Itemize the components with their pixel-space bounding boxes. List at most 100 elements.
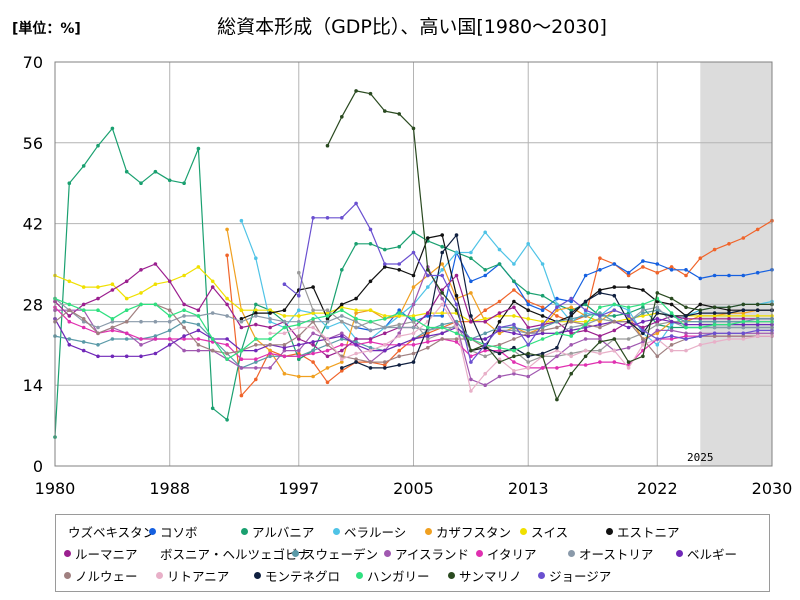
data-point-6 bbox=[411, 273, 416, 278]
legend-label: アイスランド bbox=[395, 546, 470, 562]
data-point-5 bbox=[354, 308, 358, 313]
data-point-14 bbox=[641, 337, 645, 341]
data-point-7 bbox=[741, 317, 746, 321]
data-point-8 bbox=[297, 270, 301, 275]
data-point-13 bbox=[96, 354, 100, 359]
series-line-6 bbox=[241, 234, 772, 352]
data-point-12 bbox=[641, 308, 645, 313]
data-point-17 bbox=[110, 317, 115, 321]
y-tick-label: 14 bbox=[23, 376, 43, 395]
data-point-17 bbox=[210, 337, 215, 341]
data-point-14 bbox=[540, 328, 545, 333]
data-point-2 bbox=[512, 279, 516, 284]
data-point-7 bbox=[268, 325, 272, 330]
data-point-19 bbox=[684, 337, 688, 341]
data-point-9 bbox=[268, 354, 272, 359]
data-point-10 bbox=[583, 337, 588, 341]
data-point-5 bbox=[182, 273, 186, 278]
legend-item: ジョージア bbox=[538, 564, 648, 586]
data-point-19 bbox=[526, 343, 530, 347]
data-point-17 bbox=[612, 302, 617, 307]
legend-label: ルーマニア bbox=[75, 546, 138, 562]
data-point-12 bbox=[254, 314, 258, 318]
data-point-17 bbox=[440, 325, 445, 330]
data-point-15 bbox=[368, 348, 373, 353]
data-point-12 bbox=[655, 305, 660, 310]
data-point-12 bbox=[755, 325, 760, 330]
data-point-2 bbox=[411, 230, 416, 235]
data-point-14 bbox=[526, 331, 530, 336]
data-point-6 bbox=[354, 296, 358, 301]
data-point-18 bbox=[641, 354, 645, 359]
x-tick-label: 2005 bbox=[393, 479, 434, 498]
data-point-11 bbox=[282, 354, 287, 359]
data-point-8 bbox=[483, 354, 488, 359]
data-point-14 bbox=[167, 308, 172, 313]
data-point-3 bbox=[426, 285, 430, 289]
data-point-2 bbox=[469, 256, 473, 261]
data-point-5 bbox=[698, 314, 703, 318]
data-point-6 bbox=[254, 311, 258, 315]
data-point-19 bbox=[383, 262, 387, 266]
data-point-10 bbox=[669, 328, 674, 333]
data-point-7 bbox=[368, 337, 373, 341]
x-tick-label: 1988 bbox=[149, 479, 190, 498]
data-point-0 bbox=[598, 256, 602, 261]
data-point-7 bbox=[67, 314, 72, 318]
data-point-7 bbox=[483, 319, 488, 324]
data-point-19 bbox=[297, 293, 301, 298]
data-point-18 bbox=[526, 351, 530, 356]
data-point-17 bbox=[411, 317, 416, 321]
data-point-18 bbox=[655, 291, 660, 295]
legend-marker-icon bbox=[356, 571, 363, 579]
data-point-7 bbox=[96, 296, 100, 301]
data-point-17 bbox=[698, 325, 703, 330]
data-point-6 bbox=[340, 302, 344, 307]
data-point-6 bbox=[727, 308, 731, 313]
legend-marker-icon bbox=[64, 571, 71, 579]
data-point-16 bbox=[727, 311, 731, 315]
data-point-9 bbox=[483, 331, 488, 336]
data-point-5 bbox=[210, 279, 215, 284]
data-point-16 bbox=[526, 354, 530, 359]
data-point-0 bbox=[297, 351, 301, 356]
data-point-0 bbox=[325, 380, 330, 385]
data-point-12 bbox=[210, 311, 215, 315]
data-point-19 bbox=[727, 331, 731, 336]
series-line-18 bbox=[326, 90, 772, 401]
data-point-3 bbox=[469, 250, 473, 255]
data-point-9 bbox=[698, 319, 703, 324]
data-point-19 bbox=[555, 305, 559, 310]
data-point-11 bbox=[311, 351, 315, 356]
data-point-1 bbox=[741, 273, 746, 278]
data-point-9 bbox=[67, 337, 72, 341]
data-point-3 bbox=[325, 325, 330, 330]
data-point-7 bbox=[210, 285, 215, 289]
data-point-6 bbox=[282, 308, 287, 313]
y-tick-label: 28 bbox=[23, 295, 43, 314]
data-point-17 bbox=[67, 302, 72, 307]
data-point-11 bbox=[497, 348, 502, 353]
data-point-18 bbox=[469, 348, 473, 353]
data-point-2 bbox=[254, 302, 258, 307]
data-point-1 bbox=[669, 268, 674, 272]
data-point-0 bbox=[497, 299, 502, 304]
data-point-16 bbox=[641, 331, 645, 336]
data-point-10 bbox=[139, 343, 143, 347]
data-point-15 bbox=[354, 351, 358, 356]
data-point-2 bbox=[397, 244, 402, 249]
data-point-15 bbox=[698, 343, 703, 347]
data-point-3 bbox=[655, 343, 660, 347]
data-point-15 bbox=[411, 331, 416, 336]
data-point-16 bbox=[397, 363, 402, 367]
data-point-15 bbox=[397, 334, 402, 338]
x-tick-label: 1980 bbox=[35, 479, 76, 498]
data-point-14 bbox=[297, 334, 301, 338]
data-point-17 bbox=[311, 317, 315, 321]
data-point-4 bbox=[469, 291, 473, 295]
data-point-15 bbox=[755, 334, 760, 338]
data-point-17 bbox=[196, 314, 201, 318]
legend-label: カザフスタン bbox=[436, 524, 512, 540]
data-point-8 bbox=[426, 337, 430, 341]
data-point-4 bbox=[411, 285, 416, 289]
